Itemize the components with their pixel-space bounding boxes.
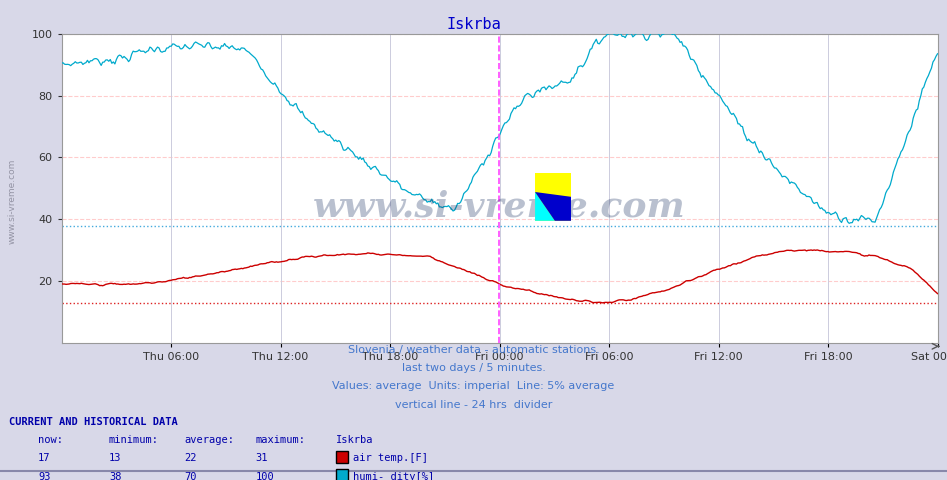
Text: humi- dity[%]: humi- dity[%] bbox=[353, 471, 435, 480]
Polygon shape bbox=[535, 173, 571, 221]
Text: last two days / 5 minutes.: last two days / 5 minutes. bbox=[402, 363, 545, 373]
Text: maximum:: maximum: bbox=[256, 435, 306, 445]
Text: 31: 31 bbox=[256, 453, 268, 463]
Text: www.si-vreme.com: www.si-vreme.com bbox=[313, 190, 686, 224]
Text: average:: average: bbox=[185, 435, 235, 445]
Text: 38: 38 bbox=[109, 471, 121, 480]
Text: Values: average  Units: imperial  Line: 5% average: Values: average Units: imperial Line: 5%… bbox=[332, 381, 615, 391]
Text: CURRENT AND HISTORICAL DATA: CURRENT AND HISTORICAL DATA bbox=[9, 417, 178, 427]
Text: 93: 93 bbox=[38, 471, 50, 480]
Text: www.si-vreme.com: www.si-vreme.com bbox=[8, 159, 17, 244]
Text: vertical line - 24 hrs  divider: vertical line - 24 hrs divider bbox=[395, 399, 552, 409]
Text: Slovenia / weather data - automatic stations.: Slovenia / weather data - automatic stat… bbox=[348, 345, 599, 355]
Polygon shape bbox=[535, 192, 571, 221]
Text: 13: 13 bbox=[109, 453, 121, 463]
Text: air temp.[F]: air temp.[F] bbox=[353, 453, 428, 463]
Text: 100: 100 bbox=[256, 471, 275, 480]
Text: Iskrba: Iskrba bbox=[446, 17, 501, 32]
Text: now:: now: bbox=[38, 435, 63, 445]
Text: minimum:: minimum: bbox=[109, 435, 159, 445]
Text: 70: 70 bbox=[185, 471, 197, 480]
Text: 22: 22 bbox=[185, 453, 197, 463]
Text: 17: 17 bbox=[38, 453, 50, 463]
Polygon shape bbox=[535, 192, 555, 221]
Text: Iskrba: Iskrba bbox=[336, 435, 374, 445]
